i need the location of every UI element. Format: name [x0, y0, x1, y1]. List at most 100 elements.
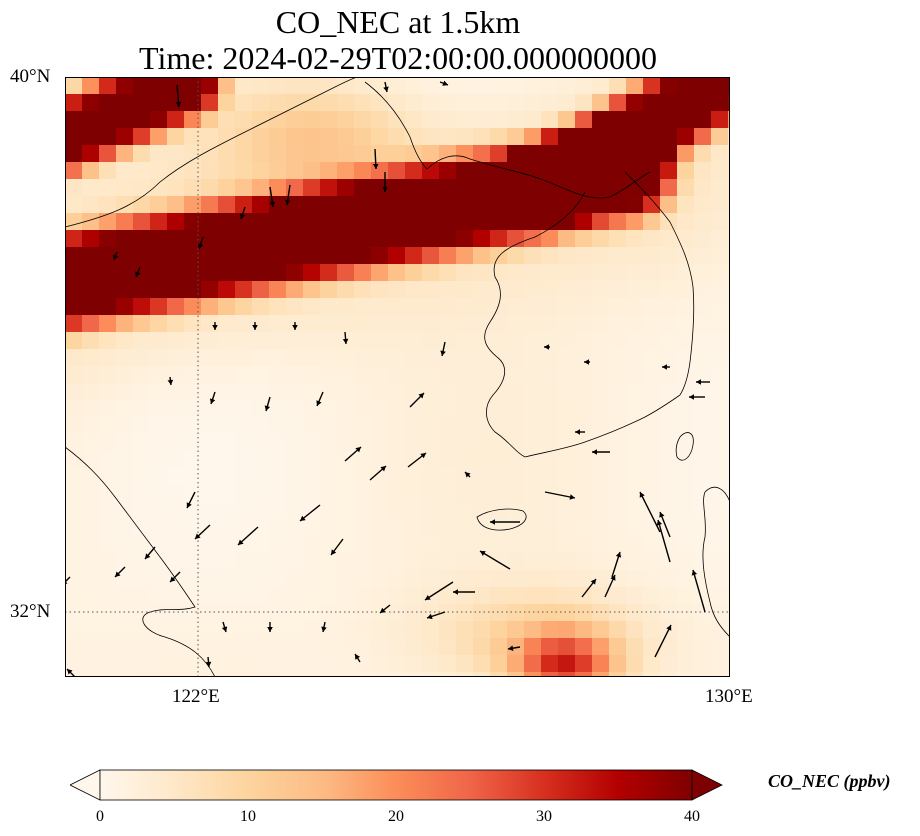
field-cell — [252, 604, 270, 622]
field-cell — [507, 247, 525, 265]
field-cell — [541, 247, 559, 265]
field-cell — [82, 128, 100, 146]
field-cell — [201, 451, 219, 469]
field-cell — [286, 247, 304, 265]
field-cell — [269, 247, 287, 265]
field-cell — [150, 553, 168, 571]
field-cell — [116, 349, 134, 367]
field-cell — [609, 400, 627, 418]
field-cell — [422, 264, 440, 282]
field-cell — [575, 332, 593, 350]
field-cell — [388, 417, 406, 435]
field-cell — [677, 264, 695, 282]
field-cell — [507, 383, 525, 401]
field-cell — [388, 655, 406, 673]
field-cell — [184, 536, 202, 554]
field-cell — [456, 553, 474, 571]
field-cell — [456, 604, 474, 622]
field-cell — [201, 502, 219, 520]
wind-arrow — [264, 396, 271, 412]
field-cell — [167, 502, 185, 520]
field-cell — [439, 315, 457, 333]
field-cell — [507, 621, 525, 639]
field-cell — [286, 655, 304, 673]
field-cell — [218, 247, 236, 265]
wind-arrow — [369, 465, 387, 481]
field-cell — [337, 94, 355, 112]
wind-arrow — [221, 621, 228, 633]
field-cell — [235, 604, 253, 622]
colorbar-svg — [69, 769, 723, 801]
field-cell — [711, 638, 729, 656]
field-cell — [99, 655, 117, 673]
field-cell — [116, 502, 134, 520]
field-cell — [201, 434, 219, 452]
field-cell — [524, 247, 542, 265]
field-cell — [660, 349, 678, 367]
field-cell — [201, 570, 219, 588]
field-cell — [473, 468, 491, 486]
field-cell — [269, 77, 287, 95]
field-cell — [320, 655, 338, 673]
field-cell — [303, 672, 321, 677]
field-cell — [558, 264, 576, 282]
field-cell — [150, 349, 168, 367]
field-cell — [677, 94, 695, 112]
field-cell — [524, 162, 542, 180]
field-cell — [405, 570, 423, 588]
field-cell — [303, 485, 321, 503]
field-cell — [558, 570, 576, 588]
field-cell — [439, 128, 457, 146]
field-cell — [286, 638, 304, 656]
field-cell — [592, 366, 610, 384]
field-cell — [354, 247, 372, 265]
field-cell — [201, 672, 219, 677]
field-cell — [558, 655, 576, 673]
field-cell — [201, 315, 219, 333]
field-cell — [184, 213, 202, 231]
field-cell — [456, 213, 474, 231]
field-cell — [184, 400, 202, 418]
field-cell — [337, 111, 355, 129]
field-cell — [388, 298, 406, 316]
field-cell — [711, 247, 729, 265]
field-cell — [677, 587, 695, 605]
field-cell — [167, 349, 185, 367]
field-cell — [609, 196, 627, 214]
field-cell — [337, 349, 355, 367]
field-cell — [626, 553, 644, 571]
field-cell — [184, 366, 202, 384]
field-cell — [286, 434, 304, 452]
field-cell — [405, 655, 423, 673]
field-cell — [133, 349, 151, 367]
field-cell — [235, 94, 253, 112]
gridlines — [65, 77, 730, 677]
field-cell — [337, 417, 355, 435]
field-cell — [524, 400, 542, 418]
field-cell — [354, 400, 372, 418]
field-cell — [490, 213, 508, 231]
field-cell — [337, 587, 355, 605]
field-cell — [371, 128, 389, 146]
field-cell — [133, 570, 151, 588]
field-cell — [269, 553, 287, 571]
field-cell — [371, 536, 389, 554]
field-cell — [473, 536, 491, 554]
field-cell — [150, 196, 168, 214]
field-cell — [473, 145, 491, 163]
field-cell — [184, 281, 202, 299]
field-cell — [150, 247, 168, 265]
field-cell — [269, 349, 287, 367]
field-cell — [65, 434, 83, 452]
field-cell — [218, 553, 236, 571]
field-cell — [456, 468, 474, 486]
field-cell — [524, 94, 542, 112]
field-cell — [422, 621, 440, 639]
field-cell — [490, 604, 508, 622]
field-cell — [252, 196, 270, 214]
field-cell — [65, 349, 83, 367]
field-cell — [473, 638, 491, 656]
field-cell — [677, 451, 695, 469]
field-cell — [422, 383, 440, 401]
field-cell — [541, 502, 559, 520]
